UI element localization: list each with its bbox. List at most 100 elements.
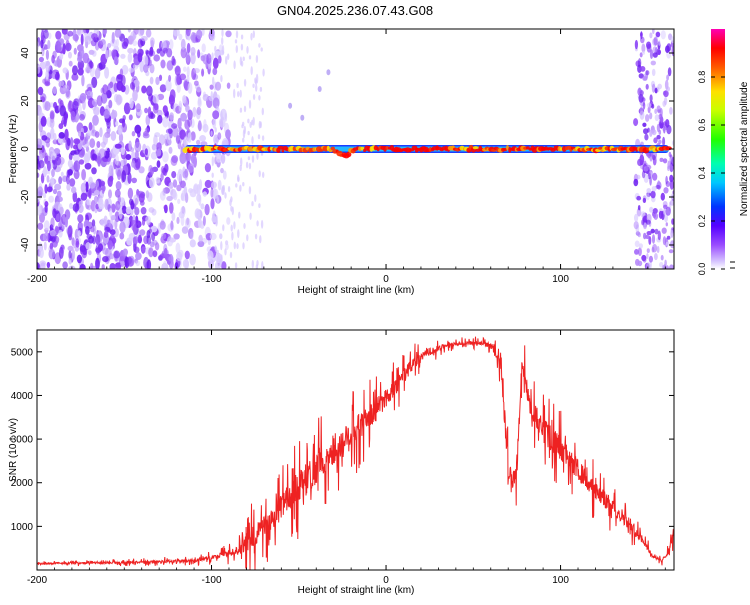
noise-blob — [104, 198, 109, 211]
noise-blob — [67, 100, 74, 113]
noise-blob — [109, 229, 116, 236]
noise-blob — [78, 104, 82, 115]
noise-blob — [88, 122, 93, 131]
noise-blob — [256, 260, 259, 267]
noise-blob — [72, 65, 78, 76]
noise-blob — [79, 47, 85, 59]
noise-blob — [109, 263, 116, 269]
noise-blob — [220, 75, 223, 83]
noise-blob — [251, 155, 255, 163]
noise-blob — [149, 50, 153, 57]
noise-blob — [662, 136, 666, 147]
noise-blob — [234, 39, 238, 44]
noise-blob — [105, 49, 109, 60]
noise-blob — [38, 56, 45, 63]
noise-blob — [82, 99, 86, 111]
noise-blob — [134, 141, 142, 153]
noise-blob — [73, 47, 77, 55]
noise-blob — [131, 219, 137, 232]
noise-blob — [77, 204, 84, 214]
noise-blob — [171, 212, 176, 221]
noise-blob — [651, 234, 656, 244]
noise-blob — [156, 148, 162, 157]
noise-blob — [149, 167, 154, 175]
noise-blob — [190, 153, 195, 164]
noise-blob — [81, 246, 88, 259]
noise-blob — [169, 202, 174, 214]
noise-blob — [649, 32, 653, 39]
noise-blob — [159, 220, 166, 230]
snr-series-line — [37, 336, 674, 570]
noise-blob — [645, 193, 650, 201]
noise-blob — [667, 160, 671, 170]
noise-blob — [665, 241, 670, 246]
noise-blob — [69, 178, 76, 187]
noise-blob — [669, 107, 673, 115]
noise-blob — [37, 172, 40, 178]
noise-blob — [224, 192, 227, 199]
noise-blob — [222, 184, 225, 191]
noise-blob — [658, 129, 662, 135]
noise-blob — [644, 133, 649, 141]
noise-blob — [117, 194, 121, 205]
noise-blob — [650, 190, 656, 199]
noise-blob — [37, 222, 44, 230]
noise-blob — [102, 247, 109, 255]
noise-blob — [62, 261, 68, 269]
snr-y-tick-label: 1000 — [11, 522, 34, 533]
noise-blob — [214, 45, 217, 53]
colorbar-tick-label: 0.6 — [697, 119, 707, 132]
spectrogram-y-tick-label: 40 — [20, 47, 31, 59]
noise-blob — [663, 125, 666, 134]
noise-blob — [658, 210, 664, 219]
noise-blob — [69, 203, 73, 209]
noise-blob — [261, 261, 264, 269]
noise-blob — [225, 240, 229, 246]
noise-blob — [212, 117, 217, 129]
noise-blob — [89, 138, 96, 149]
noise-blob — [225, 30, 232, 38]
noise-blob — [139, 229, 146, 236]
noise-blob — [132, 32, 136, 41]
noise-blob — [148, 207, 155, 213]
noise-blob — [649, 206, 654, 213]
noise-blob — [236, 243, 239, 250]
noise-blob — [197, 49, 201, 59]
noise-blob — [156, 48, 161, 54]
noise-blob — [634, 249, 639, 255]
noise-blob — [197, 120, 202, 132]
noise-blob — [49, 242, 54, 250]
noise-blob — [45, 60, 51, 73]
noise-blob — [146, 192, 153, 203]
noise-blob — [671, 156, 674, 167]
noise-blob — [95, 234, 101, 245]
noise-blob — [111, 31, 115, 44]
noise-blob — [171, 155, 179, 164]
noise-blob — [78, 159, 85, 165]
noise-blob — [115, 181, 122, 191]
noise-blob — [655, 184, 661, 189]
noise-blob — [203, 119, 207, 129]
noise-blob — [67, 169, 73, 176]
snr-plot-frame — [36, 329, 675, 571]
noise-blob — [227, 53, 230, 60]
noise-blob — [73, 153, 80, 162]
noise-blob — [168, 39, 174, 50]
noise-blob — [44, 204, 48, 213]
noise-blob — [634, 39, 639, 50]
noise-blob — [180, 112, 188, 122]
noise-blob — [94, 154, 98, 162]
noise-blob — [645, 83, 649, 90]
noise-blob — [654, 87, 658, 94]
noise-blob — [662, 158, 668, 164]
noise-blob — [202, 215, 206, 226]
noise-blob — [91, 167, 97, 175]
noise-blob — [163, 204, 168, 211]
noise-blob — [634, 240, 640, 248]
noise-blob — [60, 80, 64, 87]
noise-blob — [226, 82, 231, 89]
noise-blob — [211, 52, 214, 61]
noise-blob — [110, 131, 117, 141]
noise-blob — [124, 84, 130, 95]
